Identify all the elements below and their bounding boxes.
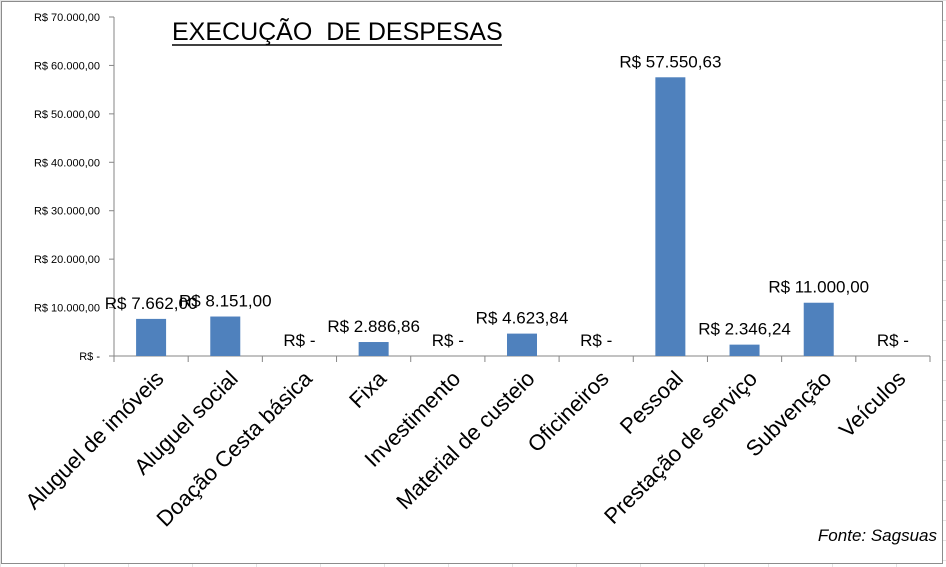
labels: R$ - R$ 10.000,00 R$ 20.000,00 R$ 30.000,00…: [20, 12, 910, 531]
data-label: R$ 7.662,00: [105, 294, 198, 313]
data-label: R$ 57.550,63: [619, 52, 721, 71]
data-label: R$ 8.151,00: [179, 292, 272, 311]
bars: [136, 77, 834, 356]
category-label: Veículos: [834, 366, 910, 442]
category-label: Aluguel de imóveis: [20, 366, 168, 514]
bar[interactable]: [358, 342, 389, 356]
category-label: Fixa: [344, 365, 392, 413]
source-note: Fonte: Sagsuas: [818, 526, 938, 545]
data-label: R$ -: [432, 331, 464, 350]
data-label: R$ 11.000,00: [768, 278, 869, 297]
bar[interactable]: [729, 344, 760, 356]
data-label: R$ 4.623,84: [476, 309, 569, 328]
y-tick-label: R$ 70.000,00: [34, 12, 100, 24]
bar[interactable]: [136, 318, 167, 356]
y-tick-label: R$ -: [79, 351, 100, 363]
y-tick-label: R$ 10.000,00: [34, 303, 100, 315]
bar[interactable]: [655, 77, 686, 356]
y-tick-label: R$ 60.000,00: [34, 60, 100, 72]
data-label: R$ 2.886,86: [327, 317, 420, 336]
bar[interactable]: [803, 302, 834, 356]
data-label: R$ -: [580, 331, 612, 350]
data-label: R$ -: [283, 331, 315, 350]
y-tick-label: R$ 50.000,00: [34, 109, 100, 121]
category-label: Pessoal: [615, 366, 688, 439]
y-tick-label: R$ 40.000,00: [34, 157, 100, 169]
category-label: Material de custeio: [391, 366, 539, 514]
data-label: R$ 2.346,24: [698, 320, 791, 339]
y-tick-label: R$ 30.000,00: [34, 206, 100, 218]
chart-title: EXECUÇÃO DE DESPESAS: [172, 17, 503, 46]
bar[interactable]: [507, 333, 537, 356]
bar[interactable]: [210, 316, 241, 356]
data-label: R$ -: [877, 331, 909, 350]
category-label: Oficineiros: [523, 366, 614, 457]
y-tick-label: R$ 20.000,00: [34, 254, 100, 266]
